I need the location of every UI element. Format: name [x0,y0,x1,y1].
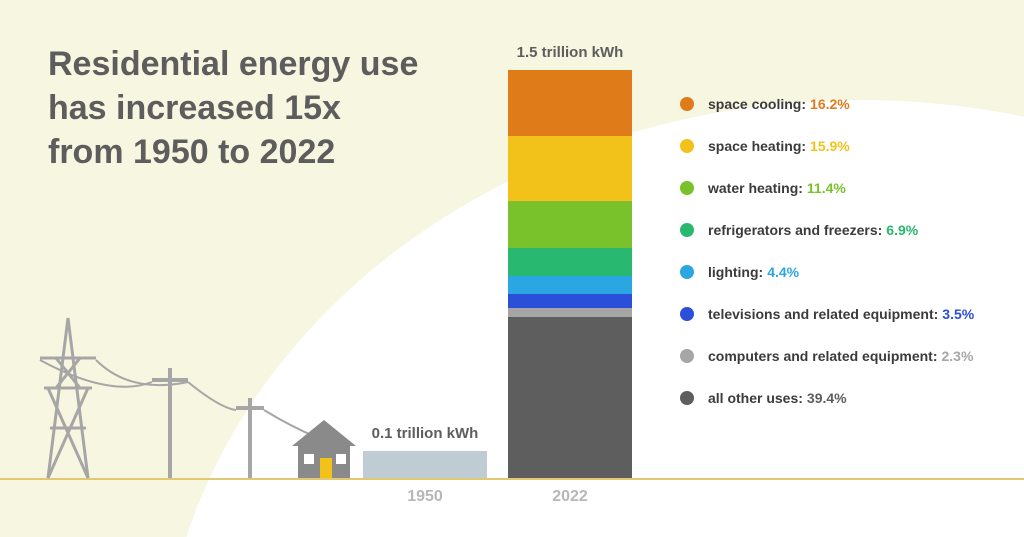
bar-year-label: 2022 [510,488,630,506]
legend-swatch [680,265,694,279]
legend-swatch [680,307,694,321]
bar-segment [508,201,632,248]
bar-1950 [363,451,487,478]
legend-value: 16.2% [810,96,850,112]
legend-item: computers and related equipment: 2.3% [680,348,974,364]
bar-segment [363,451,487,478]
legend-swatch [680,349,694,363]
legend-swatch [680,391,694,405]
legend-value: 39.4% [807,390,847,406]
legend-item: space heating: 15.9% [680,138,974,154]
bar-top-label: 0.1 trillion kWh [325,425,525,442]
legend-swatch [680,223,694,237]
legend-value: 3.5% [942,306,974,322]
bar-2022 [508,70,632,478]
bar-segment [508,136,632,201]
legend-value: 2.3% [941,348,973,364]
legend-label: computers and related equipment: [708,348,937,364]
bar-segment [508,70,632,136]
legend-swatch [680,181,694,195]
legend-item: water heating: 11.4% [680,180,974,196]
bar-segment [508,248,632,276]
powerline-illustration [20,288,380,488]
legend-value: 11.4% [807,180,846,196]
legend-item: refrigerators and freezers: 6.9% [680,222,974,238]
legend-value: 4.4% [767,264,799,280]
bar-segment [508,294,632,308]
legend-item: lighting: 4.4% [680,264,974,280]
legend-label: televisions and related equipment: [708,306,938,322]
legend-item: all other uses: 39.4% [680,390,974,406]
legend-item: televisions and related equipment: 3.5% [680,306,974,322]
legend: space cooling: 16.2% space heating: 15.9%… [680,96,974,406]
legend-label: lighting: [708,264,763,280]
headline-title: Residential energy use has increased 15x… [48,42,418,175]
legend-label: space heating: [708,138,806,154]
legend-swatch [680,139,694,153]
bar-top-label: 1.5 trillion kWh [470,44,670,61]
legend-label: all other uses: [708,390,803,406]
infographic-canvas: Residential energy use has increased 15x… [0,0,1024,537]
legend-value: 15.9% [810,138,850,154]
bar-year-label: 1950 [365,488,485,506]
bar-segment [508,317,632,478]
legend-label: water heating: [708,180,803,196]
legend-item: space cooling: 16.2% [680,96,974,112]
legend-value: 6.9% [886,222,918,238]
legend-swatch [680,97,694,111]
bar-segment [508,276,632,294]
legend-label: refrigerators and freezers: [708,222,882,238]
legend-label: space cooling: [708,96,806,112]
bar-segment [508,308,632,317]
